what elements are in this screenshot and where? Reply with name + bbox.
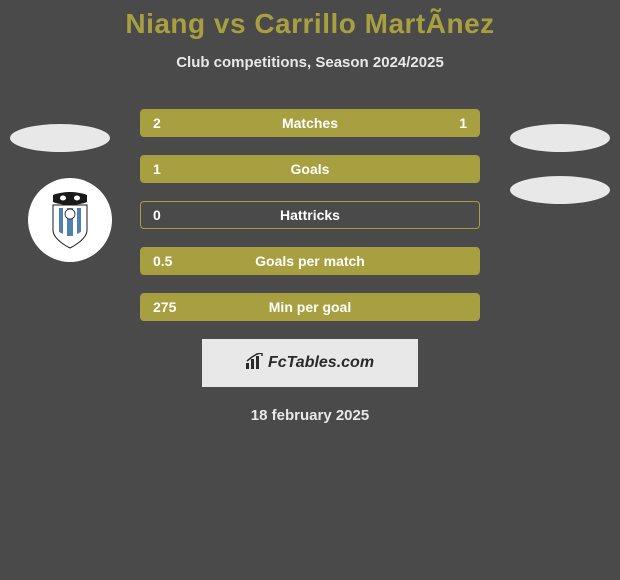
- stat-label: Matches: [282, 115, 338, 131]
- watermark-text: FcTables.com: [268, 354, 374, 372]
- stat-row-goals: 1 Goals: [140, 155, 480, 183]
- player-left-placeholder: [10, 124, 110, 152]
- club-crest-icon: [45, 190, 95, 250]
- stat-label: Goals per match: [255, 253, 365, 269]
- stat-bar: 275 Min per goal: [140, 293, 480, 321]
- club-left-badge: [28, 178, 112, 262]
- stat-bar: 2 Matches 1: [140, 109, 480, 137]
- stat-label: Goals: [291, 161, 330, 177]
- stat-bar: 0 Hattricks: [140, 201, 480, 229]
- chart-icon: [246, 353, 264, 374]
- stat-bar: 1 Goals: [140, 155, 480, 183]
- date-label: 18 february 2025: [0, 407, 620, 424]
- page-subtitle: Club competitions, Season 2024/2025: [0, 54, 620, 71]
- stat-value-left: 0.5: [153, 253, 172, 269]
- player-right-placeholder: [510, 124, 610, 152]
- stat-bar: 0.5 Goals per match: [140, 247, 480, 275]
- watermark: FcTables.com: [202, 339, 418, 387]
- stat-value-left: 0: [153, 207, 161, 223]
- stat-row-hattricks: 0 Hattricks: [140, 201, 480, 229]
- stat-value-left: 275: [153, 299, 176, 315]
- stat-value-left: 2: [153, 115, 161, 131]
- header: Niang vs Carrillo MartÃ­nez Club competi…: [0, 0, 620, 71]
- stat-row-mpg: 275 Min per goal: [140, 293, 480, 321]
- stat-value-left: 1: [153, 161, 161, 177]
- stat-label: Hattricks: [280, 207, 340, 223]
- stat-value-right: 1: [459, 115, 467, 131]
- stat-row-gpm: 0.5 Goals per match: [140, 247, 480, 275]
- page-title: Niang vs Carrillo MartÃ­nez: [0, 8, 620, 40]
- club-right-placeholder: [510, 176, 610, 204]
- stat-row-matches: 2 Matches 1: [140, 109, 480, 137]
- stat-label: Min per goal: [269, 299, 351, 315]
